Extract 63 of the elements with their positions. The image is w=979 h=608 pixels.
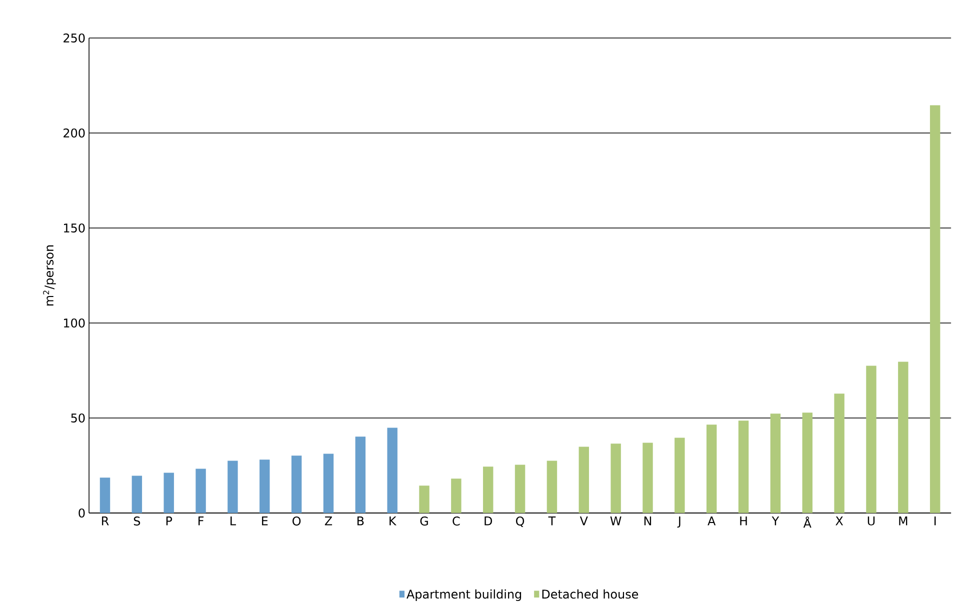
bar bbox=[164, 472, 174, 513]
x-tick-label: X bbox=[836, 516, 844, 526]
bar bbox=[355, 436, 366, 513]
bar bbox=[387, 428, 398, 513]
bar bbox=[802, 412, 812, 513]
x-tick-label: V bbox=[580, 516, 588, 526]
x-tick-label: K bbox=[390, 516, 397, 526]
bar bbox=[100, 478, 110, 513]
x-tick-label: H bbox=[740, 516, 747, 526]
legend-label: Detached house bbox=[542, 589, 638, 599]
x-tick-label: E bbox=[262, 516, 268, 526]
x-tick-label: Y bbox=[772, 516, 780, 526]
y-axis-title: m$^{2}$/person bbox=[43, 245, 56, 306]
bar bbox=[578, 446, 589, 513]
bar bbox=[291, 456, 302, 513]
bar bbox=[930, 105, 940, 513]
bar bbox=[770, 414, 781, 513]
bar bbox=[898, 362, 908, 513]
bar bbox=[610, 444, 621, 513]
legend-label: Apartment building bbox=[406, 589, 522, 601]
x-tick-label: Q bbox=[516, 516, 524, 527]
bar bbox=[834, 394, 844, 513]
x-tick-label: N bbox=[644, 516, 652, 526]
bar bbox=[706, 424, 717, 513]
bar bbox=[514, 464, 526, 513]
y-tick-label: 200 bbox=[64, 128, 85, 138]
bar bbox=[260, 460, 270, 513]
x-tick-label: J bbox=[677, 516, 680, 528]
x-tick-label: D bbox=[484, 516, 492, 526]
x-tick-label: M bbox=[899, 516, 908, 526]
x-tick-label: O bbox=[292, 516, 301, 526]
x-tick-label: Å bbox=[803, 516, 812, 528]
x-tick-label: I bbox=[934, 516, 936, 526]
bar bbox=[451, 478, 462, 513]
x-tick-label: S bbox=[134, 516, 140, 526]
bar bbox=[642, 442, 653, 513]
x-tick-label: L bbox=[230, 516, 236, 526]
x-tick-label: F bbox=[198, 516, 204, 526]
x-tick-label: R bbox=[102, 516, 109, 526]
x-tick-label: W bbox=[610, 516, 622, 526]
bar bbox=[483, 466, 494, 513]
y-tick-label: 150 bbox=[64, 223, 85, 233]
x-tick-label: P bbox=[166, 516, 172, 526]
bar bbox=[196, 468, 206, 513]
y-tick-label: 0 bbox=[78, 508, 85, 518]
x-tick-label: T bbox=[548, 516, 556, 526]
x-tick-label: Z bbox=[324, 516, 332, 526]
y-tick-label: 100 bbox=[64, 318, 85, 328]
bar bbox=[419, 486, 430, 513]
bar bbox=[738, 420, 749, 513]
x-tick-label: B bbox=[357, 516, 364, 526]
y-tick-label: 250 bbox=[64, 33, 85, 43]
bar bbox=[674, 438, 685, 513]
bar bbox=[323, 454, 334, 513]
bar bbox=[546, 460, 558, 513]
x-tick-label: C bbox=[452, 516, 460, 526]
x-tick-label: U bbox=[868, 516, 875, 526]
y-tick-label: 50 bbox=[71, 413, 85, 423]
x-tick-label: G bbox=[420, 516, 428, 526]
bar bbox=[228, 460, 238, 513]
bar bbox=[866, 366, 876, 513]
x-tick-label: A bbox=[708, 516, 716, 526]
bar bbox=[132, 476, 142, 513]
